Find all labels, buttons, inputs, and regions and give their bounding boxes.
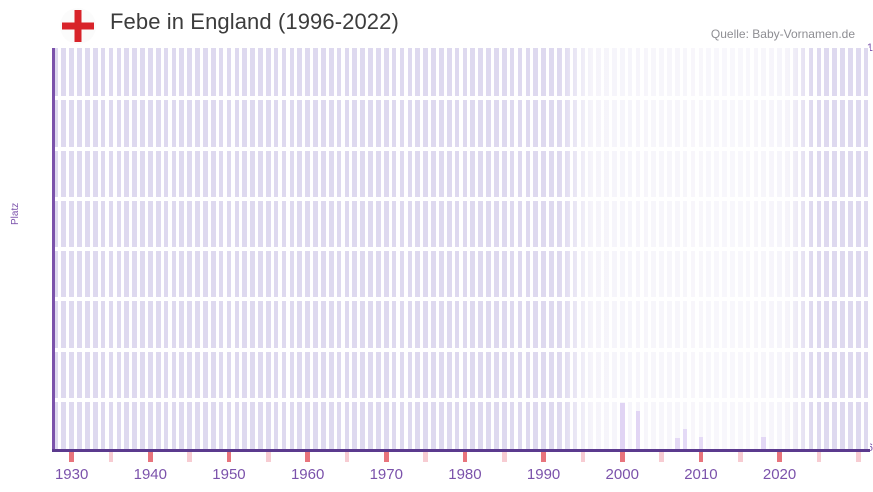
y-axis-title: Platz	[10, 202, 21, 225]
source-label: Quelle: Baby-Vornamen.de	[710, 27, 855, 41]
x-axis-tick-minor	[187, 452, 192, 462]
x-axis-tick-minor	[423, 452, 428, 462]
y-axis-line	[52, 48, 55, 451]
grid-line	[52, 297, 870, 302]
x-axis-tick-label: 1960	[290, 466, 325, 483]
x-axis-tick-label: 2020	[762, 466, 797, 483]
x-axis-tick-major	[541, 452, 546, 462]
x-axis-tick-major	[226, 452, 232, 462]
grid-line	[52, 96, 870, 101]
x-axis-tick-minor	[737, 452, 743, 462]
x-axis-tick-minor	[108, 452, 114, 462]
x-axis-tick-label: 1990	[526, 466, 561, 483]
x-axis-tick-major	[619, 452, 625, 462]
x-axis-tick-major	[777, 452, 782, 462]
x-axis-tick-label: 2000	[605, 466, 639, 483]
x-axis-tick-label: 2010	[684, 466, 718, 483]
x-axis-tick-minor	[855, 452, 861, 462]
bar[interactable]	[682, 429, 688, 450]
x-axis-tick-minor	[659, 452, 664, 462]
england-flag-icon	[60, 8, 96, 44]
grid-line	[52, 247, 870, 251]
x-axis-tick-label: 1940	[133, 466, 167, 483]
x-axis-tick-label: 1970	[369, 466, 403, 483]
bar[interactable]	[698, 436, 704, 450]
x-axis-ticks	[52, 452, 870, 462]
grid-horizontal-lines	[52, 48, 870, 450]
chart-header: Febe in England (1996-2022) Quelle: Baby…	[0, 0, 873, 48]
x-axis-tick-major	[69, 452, 74, 462]
x-axis-tick-major	[305, 452, 310, 462]
x-axis-line	[52, 449, 870, 452]
grid-line	[52, 347, 870, 352]
x-axis-tick-major	[698, 452, 704, 462]
x-axis-tick-minor	[344, 452, 350, 462]
bar[interactable]	[619, 402, 625, 450]
bar[interactable]	[635, 411, 641, 450]
x-axis-tick-minor	[816, 452, 822, 462]
x-axis-tick-major	[147, 452, 153, 462]
plot-area	[52, 48, 870, 450]
x-axis-tick-minor	[265, 452, 271, 462]
grid-line	[52, 196, 870, 201]
page-title: Febe in England (1996-2022)	[110, 9, 399, 34]
x-axis-tick-minor	[501, 452, 507, 462]
x-axis-tick-major	[383, 452, 389, 462]
x-axis-tick-label: 1980	[448, 466, 482, 483]
grid-line	[52, 397, 870, 402]
x-axis-tick-label: 1950	[212, 466, 246, 483]
x-axis-tick-major	[462, 452, 468, 462]
grid-line	[52, 146, 870, 151]
x-axis-tick-label: 1930	[54, 466, 89, 483]
x-axis-tick-minor	[580, 452, 586, 462]
